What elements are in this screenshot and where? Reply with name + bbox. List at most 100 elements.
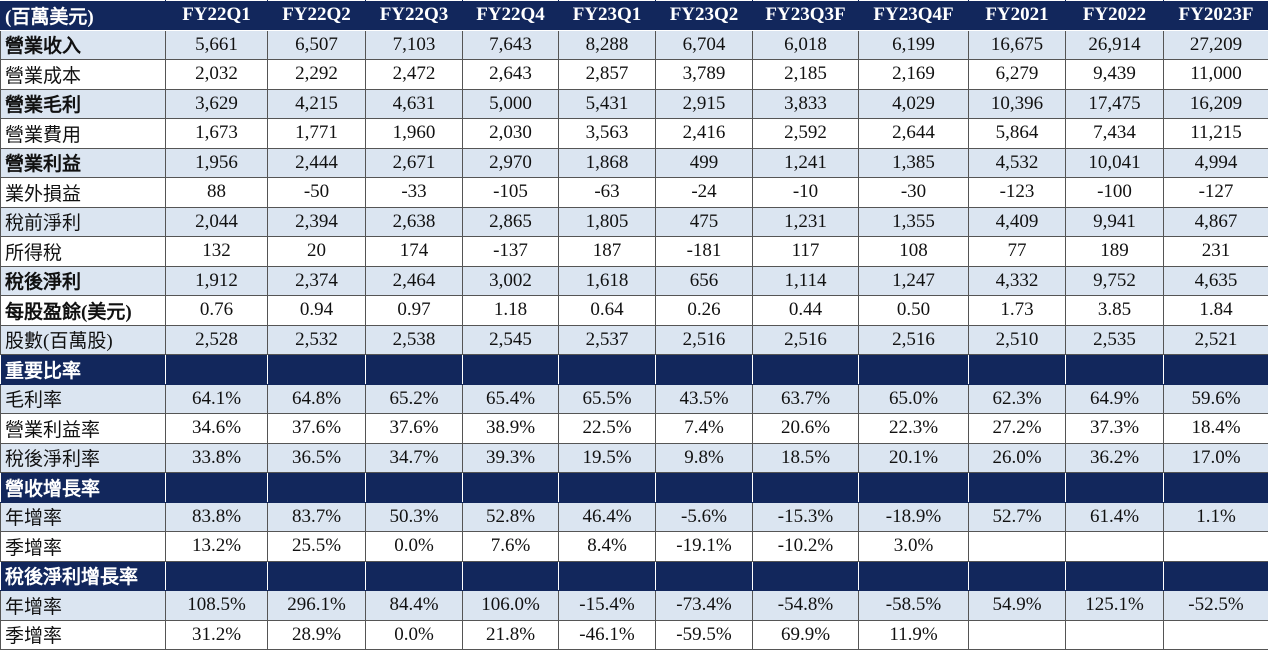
section-row: 營收增長率 [0, 472, 1268, 503]
header-cell: FY22Q3 [365, 0, 463, 31]
empty-cell [1065, 531, 1164, 562]
value-cell: 34.7% [365, 442, 463, 473]
value-cell: 1,956 [165, 147, 268, 178]
value-cell: 5,661 [165, 29, 268, 60]
empty-cell [1065, 619, 1164, 650]
value-cell: 5,431 [558, 88, 656, 119]
value-cell: -15.3% [752, 501, 859, 532]
data-row: 季增率 31.2% 28.9% 0.0% 21.8% -46.1% -59.5% 69.9% 1… [0, 619, 1268, 650]
value-cell: 2,032 [165, 59, 268, 90]
value-cell: 2,044 [165, 206, 268, 237]
row-label: 季增率 [0, 619, 166, 650]
value-cell: -24 [655, 177, 753, 208]
value-cell: 61.4% [1065, 501, 1164, 532]
value-cell: -46.1% [558, 619, 656, 650]
section-cell [1163, 354, 1268, 385]
value-cell: 63.7% [752, 383, 859, 414]
section-cell [858, 560, 969, 591]
empty-cell [1163, 619, 1268, 650]
value-cell: 1,114 [752, 265, 859, 296]
value-cell: 2,510 [968, 324, 1066, 355]
value-cell: 10,041 [1065, 147, 1164, 178]
value-cell: 52.8% [462, 501, 559, 532]
value-cell: -5.6% [655, 501, 753, 532]
value-cell: 9.8% [655, 442, 753, 473]
value-cell: 2,545 [462, 324, 559, 355]
section-cell [1065, 354, 1164, 385]
value-cell: -58.5% [858, 590, 969, 621]
data-row: 年增率 108.5% 296.1% 84.4% 106.0% -15.4% -73.4% -5… [0, 590, 1268, 621]
value-cell: 7.6% [462, 531, 559, 562]
value-cell: 26.0% [968, 442, 1066, 473]
value-cell: 9,439 [1065, 59, 1164, 90]
value-cell: 475 [655, 206, 753, 237]
value-cell: -18.9% [858, 501, 969, 532]
value-cell: 2,592 [752, 118, 859, 149]
section-cell [655, 560, 753, 591]
value-cell: 1,355 [858, 206, 969, 237]
value-cell: 19.5% [558, 442, 656, 473]
value-cell: 2,643 [462, 59, 559, 90]
header-cell: FY23Q3F [752, 0, 859, 31]
value-cell: 0.97 [365, 295, 463, 326]
value-cell: 11.9% [858, 619, 969, 650]
value-cell: 31.2% [165, 619, 268, 650]
value-cell: 189 [1065, 236, 1164, 267]
value-cell: 37.3% [1065, 413, 1164, 444]
value-cell: 1,247 [858, 265, 969, 296]
section-cell [858, 354, 969, 385]
value-cell: 83.7% [267, 501, 366, 532]
value-cell: 22.3% [858, 413, 969, 444]
section-cell [858, 472, 969, 503]
value-cell: 11,215 [1163, 118, 1268, 149]
value-cell: 18.4% [1163, 413, 1268, 444]
value-cell: -10.2% [752, 531, 859, 562]
section-cell [365, 472, 463, 503]
row-label: 稅後淨利率 [0, 442, 166, 473]
section-cell [1065, 472, 1164, 503]
value-cell: 2,185 [752, 59, 859, 90]
value-cell: 0.50 [858, 295, 969, 326]
empty-cell [968, 619, 1066, 650]
value-cell: 64.8% [267, 383, 366, 414]
value-cell: 2,865 [462, 206, 559, 237]
value-cell: 2,671 [365, 147, 463, 178]
value-cell: -59.5% [655, 619, 753, 650]
header-cell: FY23Q2 [655, 0, 753, 31]
value-cell: 2,521 [1163, 324, 1268, 355]
row-label: 稅前淨利 [0, 206, 166, 237]
value-cell: 174 [365, 236, 463, 267]
value-cell: 3,563 [558, 118, 656, 149]
value-cell: 39.3% [462, 442, 559, 473]
value-cell: 2,444 [267, 147, 366, 178]
value-cell: 59.6% [1163, 383, 1268, 414]
value-cell: 656 [655, 265, 753, 296]
value-cell: 64.1% [165, 383, 268, 414]
data-row: 營業收入 5,661 6,507 7,103 7,643 8,288 6,704 6,018 6… [0, 29, 1268, 60]
value-cell: 1.1% [1163, 501, 1268, 532]
header-cell: FY22Q4 [462, 0, 559, 31]
section-row: 稅後淨利增長率 [0, 560, 1268, 591]
section-cell [752, 472, 859, 503]
value-cell: 231 [1163, 236, 1268, 267]
value-cell: 5,864 [968, 118, 1066, 149]
value-cell: 7,643 [462, 29, 559, 60]
value-cell: 20 [267, 236, 366, 267]
empty-cell [968, 531, 1066, 562]
value-cell: 28.9% [267, 619, 366, 650]
section-cell [655, 472, 753, 503]
section-cell [462, 472, 559, 503]
value-cell: 4,635 [1163, 265, 1268, 296]
value-cell: 2,030 [462, 118, 559, 149]
row-label: 毛利率 [0, 383, 166, 414]
header-cell: FY2023F [1163, 0, 1268, 31]
value-cell: 34.6% [165, 413, 268, 444]
row-label: 年增率 [0, 590, 166, 621]
data-row: 毛利率 64.1% 64.8% 65.2% 65.4% 65.5% 43.5% 63.7% 65… [0, 383, 1268, 414]
value-cell: 2,537 [558, 324, 656, 355]
value-cell: 6,279 [968, 59, 1066, 90]
value-cell: 20.1% [858, 442, 969, 473]
value-cell: 1,960 [365, 118, 463, 149]
